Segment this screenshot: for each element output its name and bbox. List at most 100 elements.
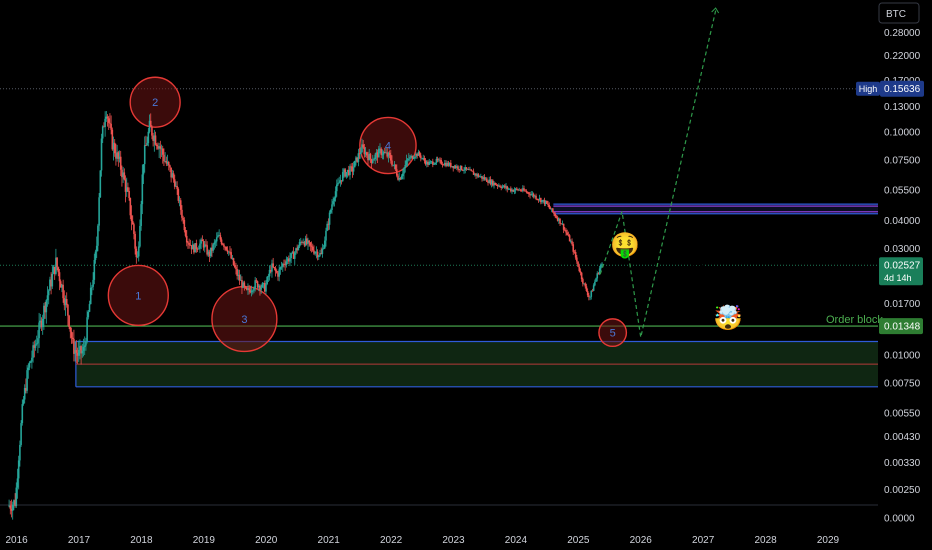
candle-body [506, 186, 509, 189]
candle-body [347, 169, 350, 176]
candle-body [538, 198, 541, 200]
candle-body [80, 346, 82, 354]
candle-body [463, 170, 465, 172]
candle-body [53, 266, 56, 274]
candle-body [462, 169, 464, 171]
candle-body [535, 195, 537, 199]
candle-body [428, 161, 431, 165]
emoji-2: 😱 [684, 260, 709, 288]
candle-body [20, 423, 22, 445]
y-tick-label: 0.04000 [884, 216, 921, 227]
candle-body [308, 240, 310, 243]
candle-body [128, 191, 130, 199]
candle-body [532, 193, 535, 197]
candle-body [430, 161, 433, 163]
candle-body [295, 248, 297, 253]
candle-body [291, 251, 294, 254]
candle-body [421, 158, 423, 159]
candle-body [133, 224, 135, 234]
candle-body [338, 182, 340, 184]
candle-body [129, 198, 132, 216]
candle-body [119, 156, 122, 170]
candle-body [208, 251, 211, 257]
candle-body [140, 204, 142, 226]
candle-body [343, 169, 345, 173]
candle-body [476, 174, 479, 176]
candle-body [217, 235, 219, 238]
candle-body [335, 184, 338, 192]
candle-body [302, 242, 304, 243]
candle-body [212, 244, 214, 251]
candle-body [92, 279, 94, 287]
candle-body [278, 269, 280, 277]
candle-body [340, 180, 343, 182]
candle-body [95, 245, 98, 252]
candle-body [543, 199, 546, 205]
candle-body [403, 168, 405, 174]
candle-body [385, 152, 387, 154]
candle-body [585, 286, 588, 291]
candle-body [29, 361, 32, 363]
candle-body [189, 244, 192, 246]
candle-body [21, 404, 24, 424]
candle-body [71, 337, 74, 340]
candle-body [514, 188, 517, 191]
candle-body [368, 153, 370, 161]
candle-body [383, 152, 386, 153]
candle-body [202, 241, 205, 248]
candle-body [326, 223, 328, 231]
candle-body [508, 188, 511, 190]
candle-body [432, 161, 434, 165]
candle-body [416, 153, 419, 156]
candle-body [356, 157, 358, 162]
candle-body [359, 152, 362, 155]
candle-body [121, 169, 123, 178]
candle-body [185, 235, 188, 243]
candle-body [167, 161, 170, 166]
candle-body [116, 152, 118, 159]
candle-body [389, 154, 392, 161]
candle-body [179, 200, 182, 210]
candle-body [458, 169, 461, 171]
candle-body [322, 248, 325, 250]
candle-body [450, 162, 452, 167]
candle-body [9, 505, 12, 509]
candle-body [549, 207, 552, 210]
candle-body [14, 500, 16, 507]
candle-body [451, 166, 453, 167]
candle-body [601, 263, 603, 265]
y-tick-label: 0.03000 [884, 244, 921, 255]
y-tick-label: 0.01700 [884, 299, 921, 310]
y-tick-label: 0.28000 [884, 28, 921, 39]
candle-body [484, 178, 487, 180]
candle-body [305, 238, 308, 244]
candle-body [321, 248, 324, 255]
candle-body [127, 187, 129, 192]
symbol-badge[interactable] [878, 2, 920, 24]
candle-body [522, 188, 524, 191]
candle-body [50, 279, 52, 287]
candle-body [97, 225, 99, 246]
x-axis[interactable]: 2016 2017 2018 2019 2020 2021 2022 2023 2024 2025… [5, 535, 839, 546]
candle-body [148, 120, 151, 132]
x-tick-label: 2023 [442, 535, 465, 546]
candle-body [388, 152, 391, 155]
candle-body [159, 146, 162, 149]
candle-body [242, 282, 244, 288]
candle-body [517, 189, 519, 191]
candle-body [77, 349, 80, 356]
candle-body [358, 153, 361, 155]
candle-body [567, 234, 570, 236]
candle-body [279, 267, 282, 270]
candle-body [400, 176, 403, 180]
candle-body [493, 182, 495, 186]
x-tick-label: 2020 [255, 535, 278, 546]
candle-body [206, 245, 208, 255]
wave-label-3: 3 [241, 314, 247, 326]
candle-body [110, 123, 112, 130]
candle-body [131, 221, 134, 225]
candle-body [313, 250, 315, 254]
candle-body [260, 287, 262, 290]
